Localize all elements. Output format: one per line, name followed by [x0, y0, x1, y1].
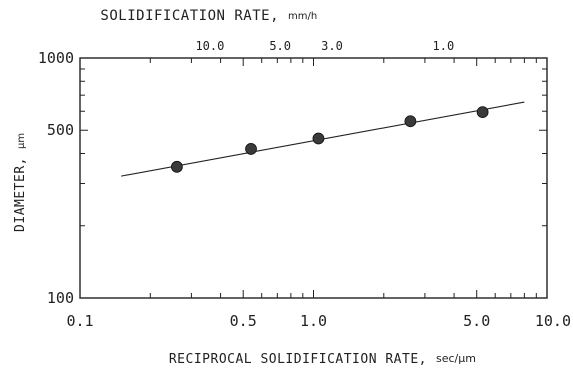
y-tick-label: 500 — [47, 121, 74, 139]
y-tick-label: 1000 — [38, 49, 74, 67]
x-tick-label: 10.0 — [535, 312, 571, 330]
bottom-minor-ticks — [149, 290, 537, 298]
left-ticks — [80, 68, 88, 227]
x-axis-title-text: RECIPROCAL SOLIDIFICATION RATE, — [169, 352, 427, 367]
top-tick-label: 3.0 — [321, 39, 343, 53]
data-point — [404, 115, 417, 128]
top-minor-ticks — [149, 58, 537, 66]
data-points — [170, 106, 489, 173]
x-tick-label: 5.0 — [463, 312, 490, 330]
y-tick-labels: 100 500 1000 — [38, 49, 74, 307]
data-point — [245, 143, 257, 155]
plot-frame — [79, 57, 548, 299]
top-tick-label: 1.0 — [433, 39, 455, 53]
y-tick-label: 100 — [47, 289, 74, 307]
x-tick-labels: 0.1 0.5 1.0 5.0 10.0 — [66, 312, 571, 330]
top-axis-title: SOLIDIFICATION RATE, mm/h — [100, 8, 317, 24]
top-axis-title-unit: mm/h — [288, 11, 317, 22]
x-axis-title-unit: sec/μm — [436, 352, 476, 365]
top-axis-title-text: SOLIDIFICATION RATE, — [100, 8, 279, 24]
data-point — [312, 132, 325, 145]
right-ticks — [539, 68, 547, 227]
top-tick-label: 10.0 — [195, 39, 224, 53]
x-axis-title: RECIPROCAL SOLIDIFICATION RATE, sec/μm — [169, 352, 476, 367]
x-tick-label: 0.5 — [230, 312, 257, 330]
data-point — [476, 106, 489, 119]
top-tick-label: 5.0 — [269, 39, 291, 53]
x-tick-label: 1.0 — [300, 312, 327, 330]
x-tick-label: 0.1 — [66, 312, 93, 330]
y-axis-title: DIAMETER, μm — [13, 133, 28, 232]
data-point — [170, 160, 183, 173]
y-axis-title-unit: μm — [16, 133, 27, 149]
top-tick-labels: 10.0 5.0 3.0 1.0 — [195, 39, 454, 53]
y-axis-title-text: DIAMETER, — [13, 157, 28, 232]
